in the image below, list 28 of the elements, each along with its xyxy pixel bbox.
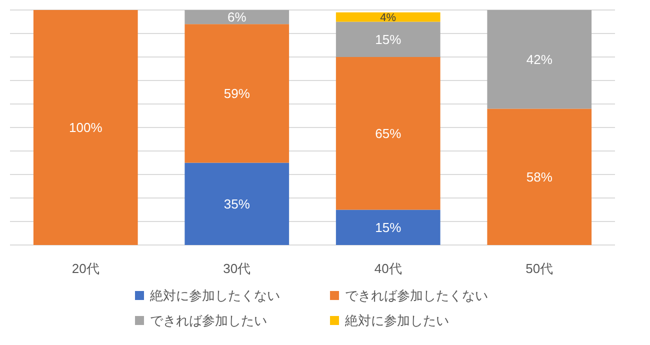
data-label: 65% [375,126,402,142]
bar [33,10,138,245]
bar [487,108,592,245]
x-tick-label: 20代 [72,261,100,276]
legend-label: できれば参加したくない [345,288,488,303]
data-label: 15% [375,32,402,48]
bar [336,210,440,245]
data-label: 100% [69,120,103,136]
data-label: 35% [224,196,250,212]
bar [336,57,440,210]
legend-label: できれば参加したい [150,313,267,328]
data-label: 58% [526,170,553,185]
bar [336,22,440,57]
data-label: 4% [380,12,396,24]
bar [487,10,592,109]
data-label: 15% [375,220,402,236]
bar [184,162,290,245]
x-tick-label: 30代 [223,261,251,276]
x-tick-label: 50代 [526,261,554,276]
bar [184,24,290,163]
bar [184,10,290,24]
legend-label: 絶対に参加したくない [149,288,280,303]
data-label: 42% [526,52,553,68]
x-tick-label: 40代 [374,261,402,276]
data-label: 59% [224,86,250,102]
legend-label: 絶対に参加したい [344,313,449,328]
data-label: 6% [227,10,247,25]
bar [336,12,440,22]
